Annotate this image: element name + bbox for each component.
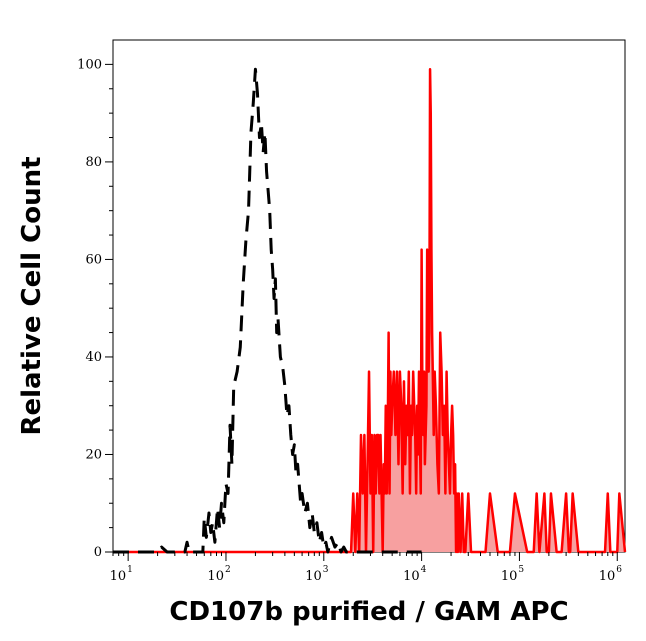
x-tick-exponent: 5 [518,565,524,575]
x-tick-exponent: 6 [616,565,622,575]
series-line-0 [113,68,627,554]
series-line-1 [113,67,422,554]
x-tick-label: 10 [403,569,420,584]
x-tick-label: 10 [599,569,616,584]
x-tick-exponent: 3 [323,565,329,575]
x-tick-exponent: 4 [421,565,427,575]
x-tick-label: 10 [110,569,127,584]
y-axis-title: Relative Cell Count [17,156,47,435]
y-tick-label: 20 [85,447,102,462]
y-tick-label: 80 [85,155,102,170]
y-tick-label: 0 [94,545,102,560]
x-axis-title: CD107b purified / GAM APC [169,597,568,627]
x-tick-exponent: 1 [127,565,133,575]
x-tick-exponent: 2 [225,565,231,575]
x-tick-label: 10 [207,569,224,584]
x-tick-label: 10 [305,569,322,584]
y-tick-label: 100 [77,57,102,72]
y-tick-label: 40 [85,350,102,365]
y-tick-label: 60 [85,252,102,267]
plot-layer [113,67,627,554]
x-tick-label: 10 [501,569,518,584]
